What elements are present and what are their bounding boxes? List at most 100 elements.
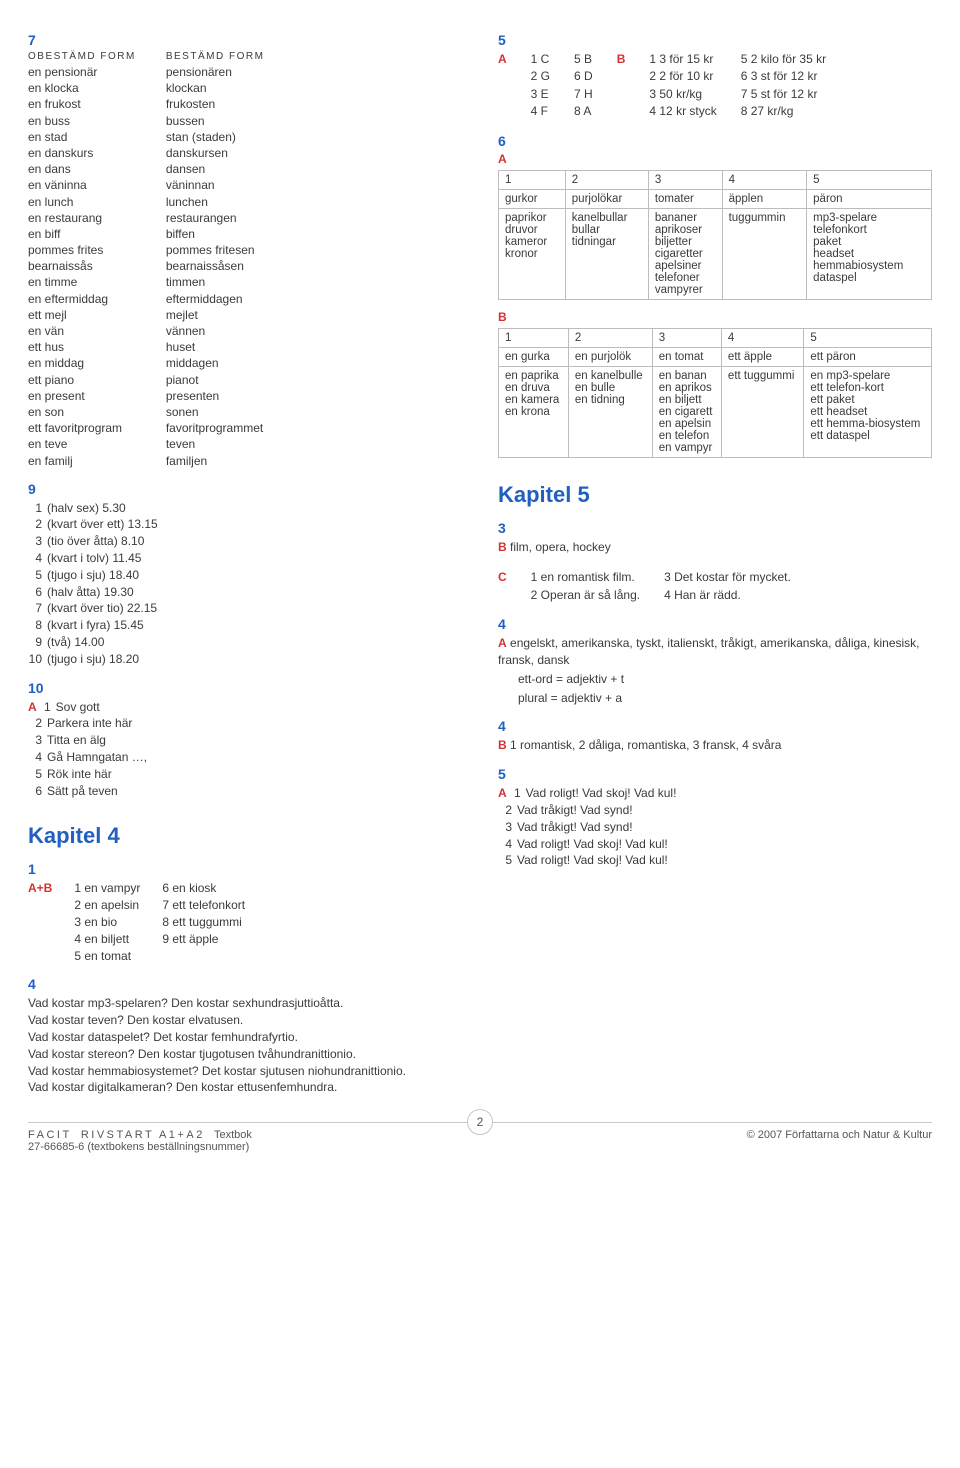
chapter5-title: Kapitel 5 — [498, 482, 932, 508]
table-cell: en klocka — [28, 80, 166, 96]
table-cell: en kanelbulleen bulleen tidning — [568, 366, 652, 457]
answer-item: 5 2 kilo för 35 kr — [741, 51, 826, 68]
list-item: 3Vad tråkigt! Vad synd! — [498, 819, 932, 836]
list-item: 4 Han är rädd. — [664, 587, 791, 604]
table-cell: ett tuggummi — [721, 366, 803, 457]
table-cell: ett äpple — [721, 347, 803, 366]
ex5-num: 5 — [498, 32, 932, 48]
answer-item: 4 12 kr styck — [649, 103, 716, 120]
right-column: 5 A 1 C2 G3 E4 F 5 B6 D7 H8 A B 1 3 för … — [498, 20, 932, 1096]
list-item: 3 Det kostar för mycket. — [664, 569, 791, 586]
table-cell: en pensionär — [28, 64, 166, 80]
list-item: 8(kvart i fyra) 15.45 — [28, 617, 462, 634]
chapter4-title: Kapitel 4 — [28, 823, 462, 849]
table-cell: bearnaissåsen — [166, 258, 295, 274]
answer-item: 3 E — [531, 86, 550, 103]
list-item: 2Parkera inte här — [28, 715, 462, 732]
list-item: 4 en biljett — [74, 931, 140, 948]
table-cell: bussen — [166, 113, 295, 129]
table-cell: tuggummin — [722, 208, 807, 299]
table-cell: danskursen — [166, 145, 295, 161]
list-item: 3 en bio — [74, 914, 140, 931]
table-head: 1 — [499, 328, 569, 347]
table-head: 3 — [648, 170, 722, 189]
left-column: 7 OBESTÄMD FORM BESTÄMD FORM en pensionä… — [28, 20, 462, 1096]
table-cell: vännen — [166, 323, 295, 339]
list-item: 10(tjugo i sju) 18.20 — [28, 651, 462, 668]
table-cell: en tomat — [652, 347, 721, 366]
table-cell: pommes fritesen — [166, 242, 295, 258]
ex9-num: 9 — [28, 481, 462, 497]
table-cell: ett favoritprogram — [28, 420, 166, 436]
list-item: 5 en tomat — [74, 948, 140, 965]
text-line: Vad kostar hemmabiosystemet? Det kostar … — [28, 1063, 462, 1080]
table-cell: äpplen — [722, 189, 807, 208]
table-cell: päron — [807, 189, 932, 208]
k5-ex3-b: B — [498, 540, 507, 554]
table-cell: biffen — [166, 226, 295, 242]
answer-item: 4 F — [531, 103, 550, 120]
answer-item: 1 C — [531, 51, 550, 68]
table-cell: ett hus — [28, 339, 166, 355]
table-cell: ett päron — [804, 347, 932, 366]
table-cell: favoritprogrammet — [166, 420, 295, 436]
table-cell: presenten — [166, 388, 295, 404]
table-head: 3 — [652, 328, 721, 347]
text-line: Vad kostar mp3-spelaren? Den kostar sexh… — [28, 995, 462, 1012]
answer-item: 7 5 st för 12 kr — [741, 86, 826, 103]
table-cell: en lunch — [28, 194, 166, 210]
k5-ex4a-num: 4 — [498, 616, 932, 632]
list-item: 5(tjugo i sju) 18.40 — [28, 567, 462, 584]
table-cell: en paprikaen druvaen kameraen krona — [499, 366, 569, 457]
table-cell: en väninna — [28, 177, 166, 193]
list-item: 4(kvart i tolv) 11.45 — [28, 550, 462, 567]
table-cell: en bananen aprikosen biljetten cigarette… — [652, 366, 721, 457]
ex9-list: 1(halv sex) 5.302(kvart över ett) 13.153… — [28, 500, 462, 668]
footer-rivstart: RIVSTART A1+A2 — [81, 1129, 205, 1141]
k5-ex4a-rule2: plural = adjektiv + a — [518, 690, 932, 707]
table-cell: kanelbullarbullartidningar — [565, 208, 648, 299]
ex6-letter-a: A — [498, 152, 507, 166]
ex7-head-2: BESTÄMD FORM — [166, 51, 295, 64]
k5-ex3-text: film, opera, hockey — [510, 540, 611, 554]
table-cell: en present — [28, 388, 166, 404]
table-cell: en dans — [28, 161, 166, 177]
list-item: 6Sätt på teven — [28, 783, 462, 800]
table-cell: pommes frites — [28, 242, 166, 258]
table-cell: timmen — [166, 274, 295, 290]
answer-item: 7 H — [574, 86, 593, 103]
table-cell: en biff — [28, 226, 166, 242]
text-line: Vad kostar digitalkameran? Den kostar et… — [28, 1079, 462, 1096]
ex7-num: 7 — [28, 32, 462, 48]
table-cell: purjolökar — [565, 189, 648, 208]
table-head: 2 — [568, 328, 652, 347]
table-cell: dansen — [166, 161, 295, 177]
text-line: Vad kostar stereon? Den kostar tjugotuse… — [28, 1046, 462, 1063]
list-item: 1(halv sex) 5.30 — [28, 500, 462, 517]
list-item: 6 en kiosk — [162, 880, 245, 897]
k4-ex4-num: 4 — [28, 976, 462, 992]
table-cell: en son — [28, 404, 166, 420]
list-item: 4Vad roligt! Vad skoj! Vad kul! — [498, 836, 932, 853]
k5-ex4b-letter: B — [498, 738, 507, 752]
table-cell: familjen — [166, 453, 295, 469]
answer-item: 8 27 kr/kg — [741, 103, 826, 120]
k5-ex4a-rule1: ett-ord = adjektiv + t — [518, 671, 932, 688]
k4-ex1-num: 1 — [28, 861, 462, 877]
k5-ex4b-num: 4 — [498, 718, 932, 734]
list-item: A 1Sov gott — [28, 699, 462, 716]
k5-ex3-c-row: C 1 en romantisk film.2 Operan är så lån… — [498, 569, 932, 604]
footer-sub: 27-66685-6 (textbokens beställningsnumme… — [28, 1141, 249, 1153]
table-cell: en purjolök — [568, 347, 652, 366]
table-cell: en eftermiddag — [28, 291, 166, 307]
ex7-head-1: OBESTÄMD FORM — [28, 51, 166, 64]
table-cell: restaurangen — [166, 210, 295, 226]
table-head: 4 — [722, 170, 807, 189]
ex5-answers: A 1 C2 G3 E4 F 5 B6 D7 H8 A B 1 3 för 15… — [498, 51, 932, 121]
list-item: 2 Operan är så lång. — [531, 587, 640, 604]
table-cell: en timme — [28, 274, 166, 290]
text-line: Vad kostar teven? Den kostar elvatusen. — [28, 1012, 462, 1029]
table-cell: väninnan — [166, 177, 295, 193]
table-head: 2 — [565, 170, 648, 189]
table-cell: teven — [166, 436, 295, 452]
